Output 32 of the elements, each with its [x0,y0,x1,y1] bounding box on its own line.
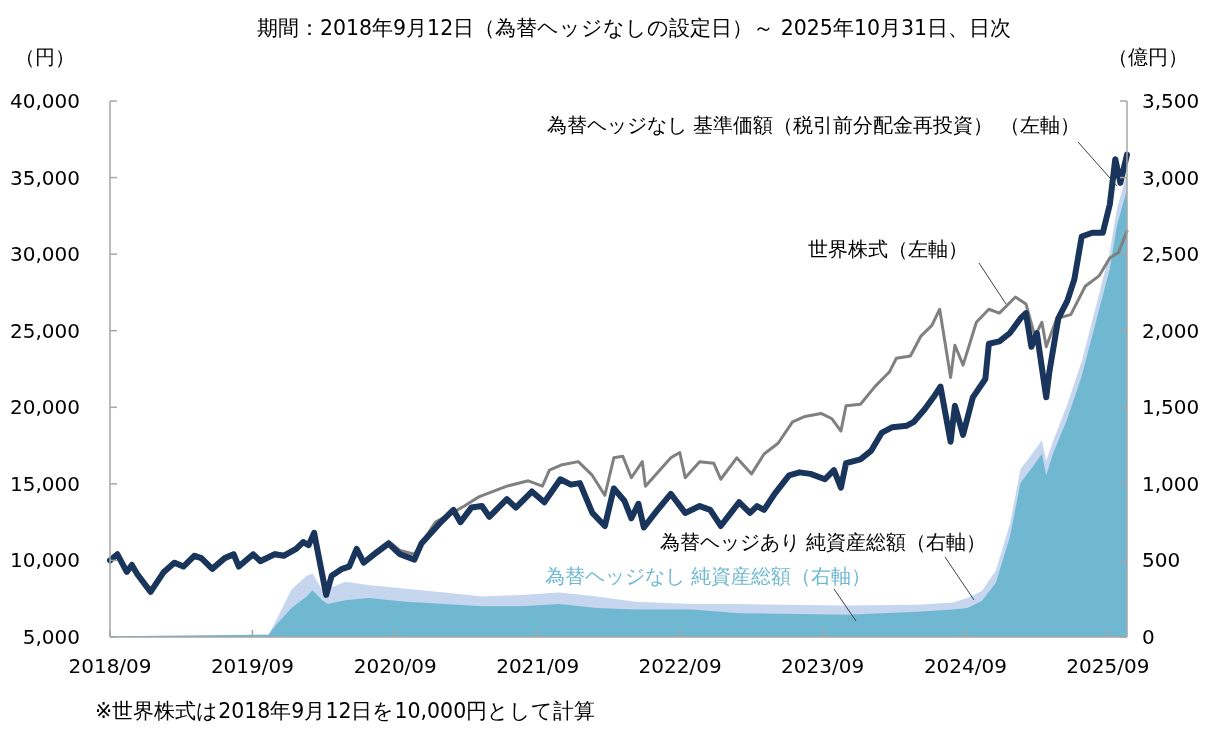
y2-tick-label: 3,500 [1142,89,1200,113]
series-label: 世界株式（左軸） [808,237,1007,305]
x-tick-label: 2023/09 [781,654,865,678]
y2-tick-label: 2,500 [1142,242,1200,267]
chart-title: 期間：2018年9月12日（為替ヘッジなしの設定日）～ 2025年10月31日、日次 [256,16,1012,40]
x-tick-label: 2022/09 [638,654,722,678]
series-label: 為替ヘッジなし 純資産総額（右軸） [545,564,872,588]
y-tick-label: 25,000 [10,318,80,343]
y-tick-label: 40,000 [10,89,80,113]
x-tick-label: 2020/09 [353,654,437,678]
y2-tick-label: 500 [1142,548,1181,573]
x-tick-label: 2019/09 [210,654,294,678]
y2-tick-label: 1,500 [1142,395,1200,420]
y-tick-label: 35,000 [10,165,80,190]
y-axis-title: （円） [15,45,75,69]
x-tick-label: 2021/09 [496,654,580,678]
text: ※世界株式は2018年9月12日を10,000円として計算 [95,699,596,723]
y-tick-label: 20,000 [10,395,80,420]
y-tick-label: 5,000 [22,625,80,649]
series-label: 為替ヘッジあり 純資産総額（右軸） [660,530,987,554]
y-tick-label: 30,000 [10,242,80,267]
y-tick-label: 10,000 [10,548,80,573]
y2-tick-label: 2,000 [1142,318,1200,343]
y2-tick-label: 1,000 [1142,471,1200,496]
x-tick-label: 2024/09 [923,654,1007,678]
y2-tick-label: 3,000 [1142,165,1200,190]
y2-tick-label: 0 [1142,625,1155,649]
x-tick-label: 2025/09 [1066,654,1150,678]
series-label: 為替ヘッジなし 基準価額（税引前分配金再投資） （左軸） [547,113,1118,187]
x-tick-label: 2018/09 [68,654,152,678]
y2-axis-title: （億円） [1108,45,1188,69]
y-tick-label: 15,000 [10,471,80,496]
